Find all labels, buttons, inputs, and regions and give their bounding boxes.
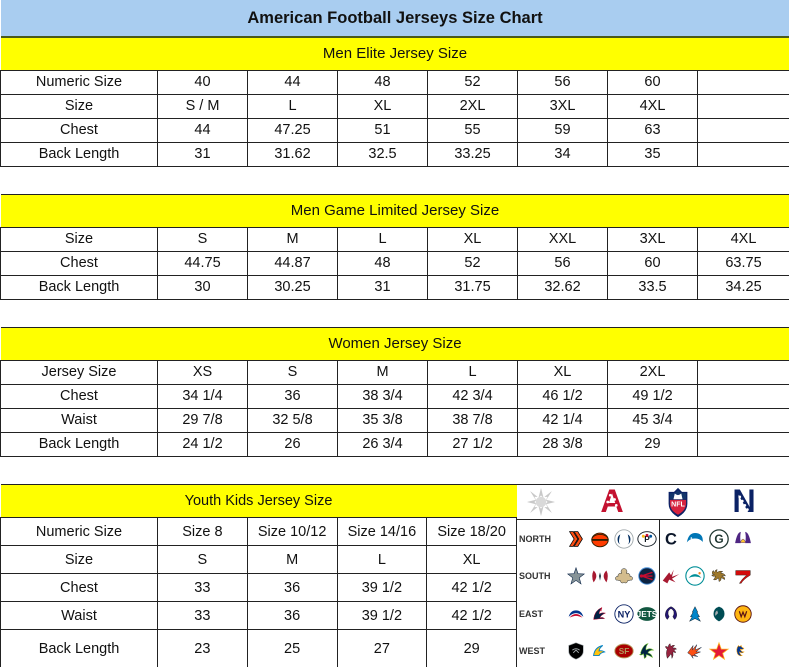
svg-text:G: G bbox=[714, 532, 723, 546]
svg-text:A: A bbox=[600, 485, 623, 519]
svg-text:N: N bbox=[732, 485, 755, 519]
svg-text:NY: NY bbox=[617, 609, 630, 619]
svg-text:C: C bbox=[665, 530, 677, 548]
svg-text:NFL: NFL bbox=[671, 500, 685, 508]
svg-text:SF: SF bbox=[618, 647, 629, 656]
svg-text:JETS: JETS bbox=[637, 610, 658, 619]
